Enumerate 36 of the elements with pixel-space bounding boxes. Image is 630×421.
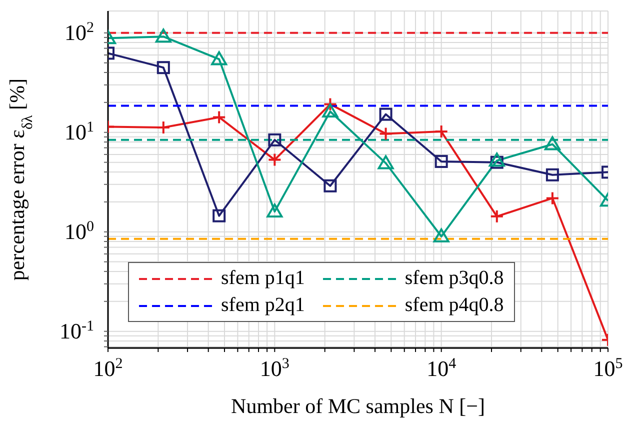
x-axis-title: Number of MC samples N [−] xyxy=(231,394,485,418)
point xyxy=(212,209,226,222)
point xyxy=(324,179,337,192)
point xyxy=(544,136,560,150)
point xyxy=(379,108,392,121)
point xyxy=(268,133,282,146)
point xyxy=(211,51,228,66)
point xyxy=(268,152,282,167)
point xyxy=(322,104,338,118)
point xyxy=(546,168,559,182)
x-tick-label: 10$^{5}$ xyxy=(593,356,623,381)
point xyxy=(433,228,450,242)
point xyxy=(155,28,172,43)
y-tick-label: 10$^{2}$ xyxy=(64,20,94,45)
point xyxy=(434,124,448,139)
legend-label: sfem p2q1 xyxy=(221,294,305,317)
x-tick-label: 10$^{3}$ xyxy=(260,356,290,381)
point xyxy=(156,61,170,74)
point xyxy=(378,155,394,170)
legend-label: sfem p4q0.8 xyxy=(404,294,504,317)
point xyxy=(490,209,504,224)
x-tick-label: 10$^{4}$ xyxy=(426,356,457,381)
point xyxy=(545,191,560,206)
point xyxy=(212,110,226,124)
point xyxy=(266,204,283,218)
x-tick-label: 10$^{2}$ xyxy=(93,356,123,381)
legend-label: sfem p3q0.8 xyxy=(404,267,504,290)
y-tick-label: 10$^{0}$ xyxy=(64,218,94,244)
legend-label: sfem p1q1 xyxy=(221,267,305,290)
point xyxy=(156,120,170,134)
point xyxy=(323,97,338,112)
point xyxy=(434,154,448,168)
y-tick-label: 10$^{-1}$ xyxy=(60,318,94,344)
y-tick-label: 10$^{1}$ xyxy=(64,119,94,144)
point xyxy=(488,152,505,167)
point xyxy=(378,126,393,141)
